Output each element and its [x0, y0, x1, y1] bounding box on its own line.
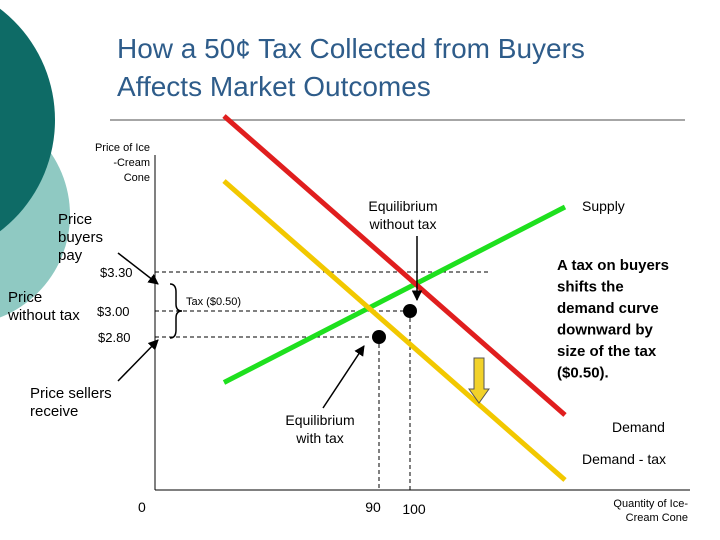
- price-without-tax-label-line-2: without tax: [7, 307, 80, 324]
- equilibrium-without-tax-label-line-1: Equilibrium: [368, 198, 437, 214]
- equilibrium-point-1: [403, 304, 417, 318]
- tax-note-line-4: downward by: [557, 322, 653, 339]
- supply-label: Supply: [582, 198, 625, 214]
- y-axis-label-line-3: Cone: [124, 172, 150, 184]
- title-line-1: How a 50¢ Tax Collected from Buyers: [117, 33, 585, 64]
- tax-brace: [169, 283, 183, 339]
- x-tick-90: 90: [365, 499, 381, 515]
- tax-label: Tax ($0.50): [186, 296, 241, 308]
- supply-curve: [222, 204, 567, 385]
- price-buyers-pay-label-line-3: pay: [58, 247, 83, 264]
- demand-tax-label: Demand - tax: [582, 451, 666, 467]
- y-axis-label-line-2: -Cream: [113, 157, 150, 169]
- equilibrium-without-tax-label-line-2: without tax: [369, 216, 437, 232]
- sellers-receive-arrow: [117, 339, 159, 382]
- y-tick-2-80: $2.80: [98, 330, 131, 345]
- title-line-2: Affects Market Outcomes: [117, 71, 431, 102]
- x-tick-0: 0: [138, 499, 146, 515]
- demand-label: Demand: [612, 419, 665, 435]
- price-buyers-pay-label-line-1: Price: [58, 211, 92, 228]
- y-axis-label-line-1: Price of Ice: [95, 142, 150, 154]
- price-without-tax-label-line-1: Price: [8, 289, 42, 306]
- tax-note-line-2: shifts the: [557, 279, 624, 296]
- tax-note-line-3: demand curve: [557, 300, 659, 317]
- dark-teal-circle: [0, 8, 55, 232]
- equilibrium-point-2: [372, 330, 386, 344]
- equilibrium-with-tax-label-line-2: with tax: [295, 430, 343, 446]
- y-tick-3-00: $3.00: [97, 304, 130, 319]
- x-axis-label-line-1: Quantity of Ice-: [613, 498, 688, 510]
- y-tick-3-30: $3.30: [100, 265, 133, 280]
- buyers-pay-arrow: [117, 252, 159, 285]
- demand-tax-curve: [222, 179, 567, 482]
- x-tick-100: 100: [402, 501, 426, 517]
- equilibrium-with-tax-label-line-1: Equilibrium: [285, 412, 354, 428]
- tax-note-line-5: size of the tax: [557, 343, 657, 360]
- price-sellers-receive-label-line-1: Price sellers: [30, 385, 112, 402]
- x-axis-label-line-2: Cream Cone: [626, 512, 688, 524]
- equilibrium-with-tax-arrow: [322, 345, 365, 409]
- slide-title: How a 50¢ Tax Collected from Buyers Affe…: [117, 30, 707, 106]
- tax-note-line-1: A tax on buyers: [557, 257, 669, 274]
- price-buyers-pay-label-line-2: buyers: [58, 229, 103, 246]
- price-sellers-receive-label-line-2: receive: [30, 403, 78, 420]
- demand-curve: [222, 114, 567, 417]
- tax-note-line-6: ($0.50).: [557, 365, 609, 382]
- shift-down-arrow: [468, 357, 490, 404]
